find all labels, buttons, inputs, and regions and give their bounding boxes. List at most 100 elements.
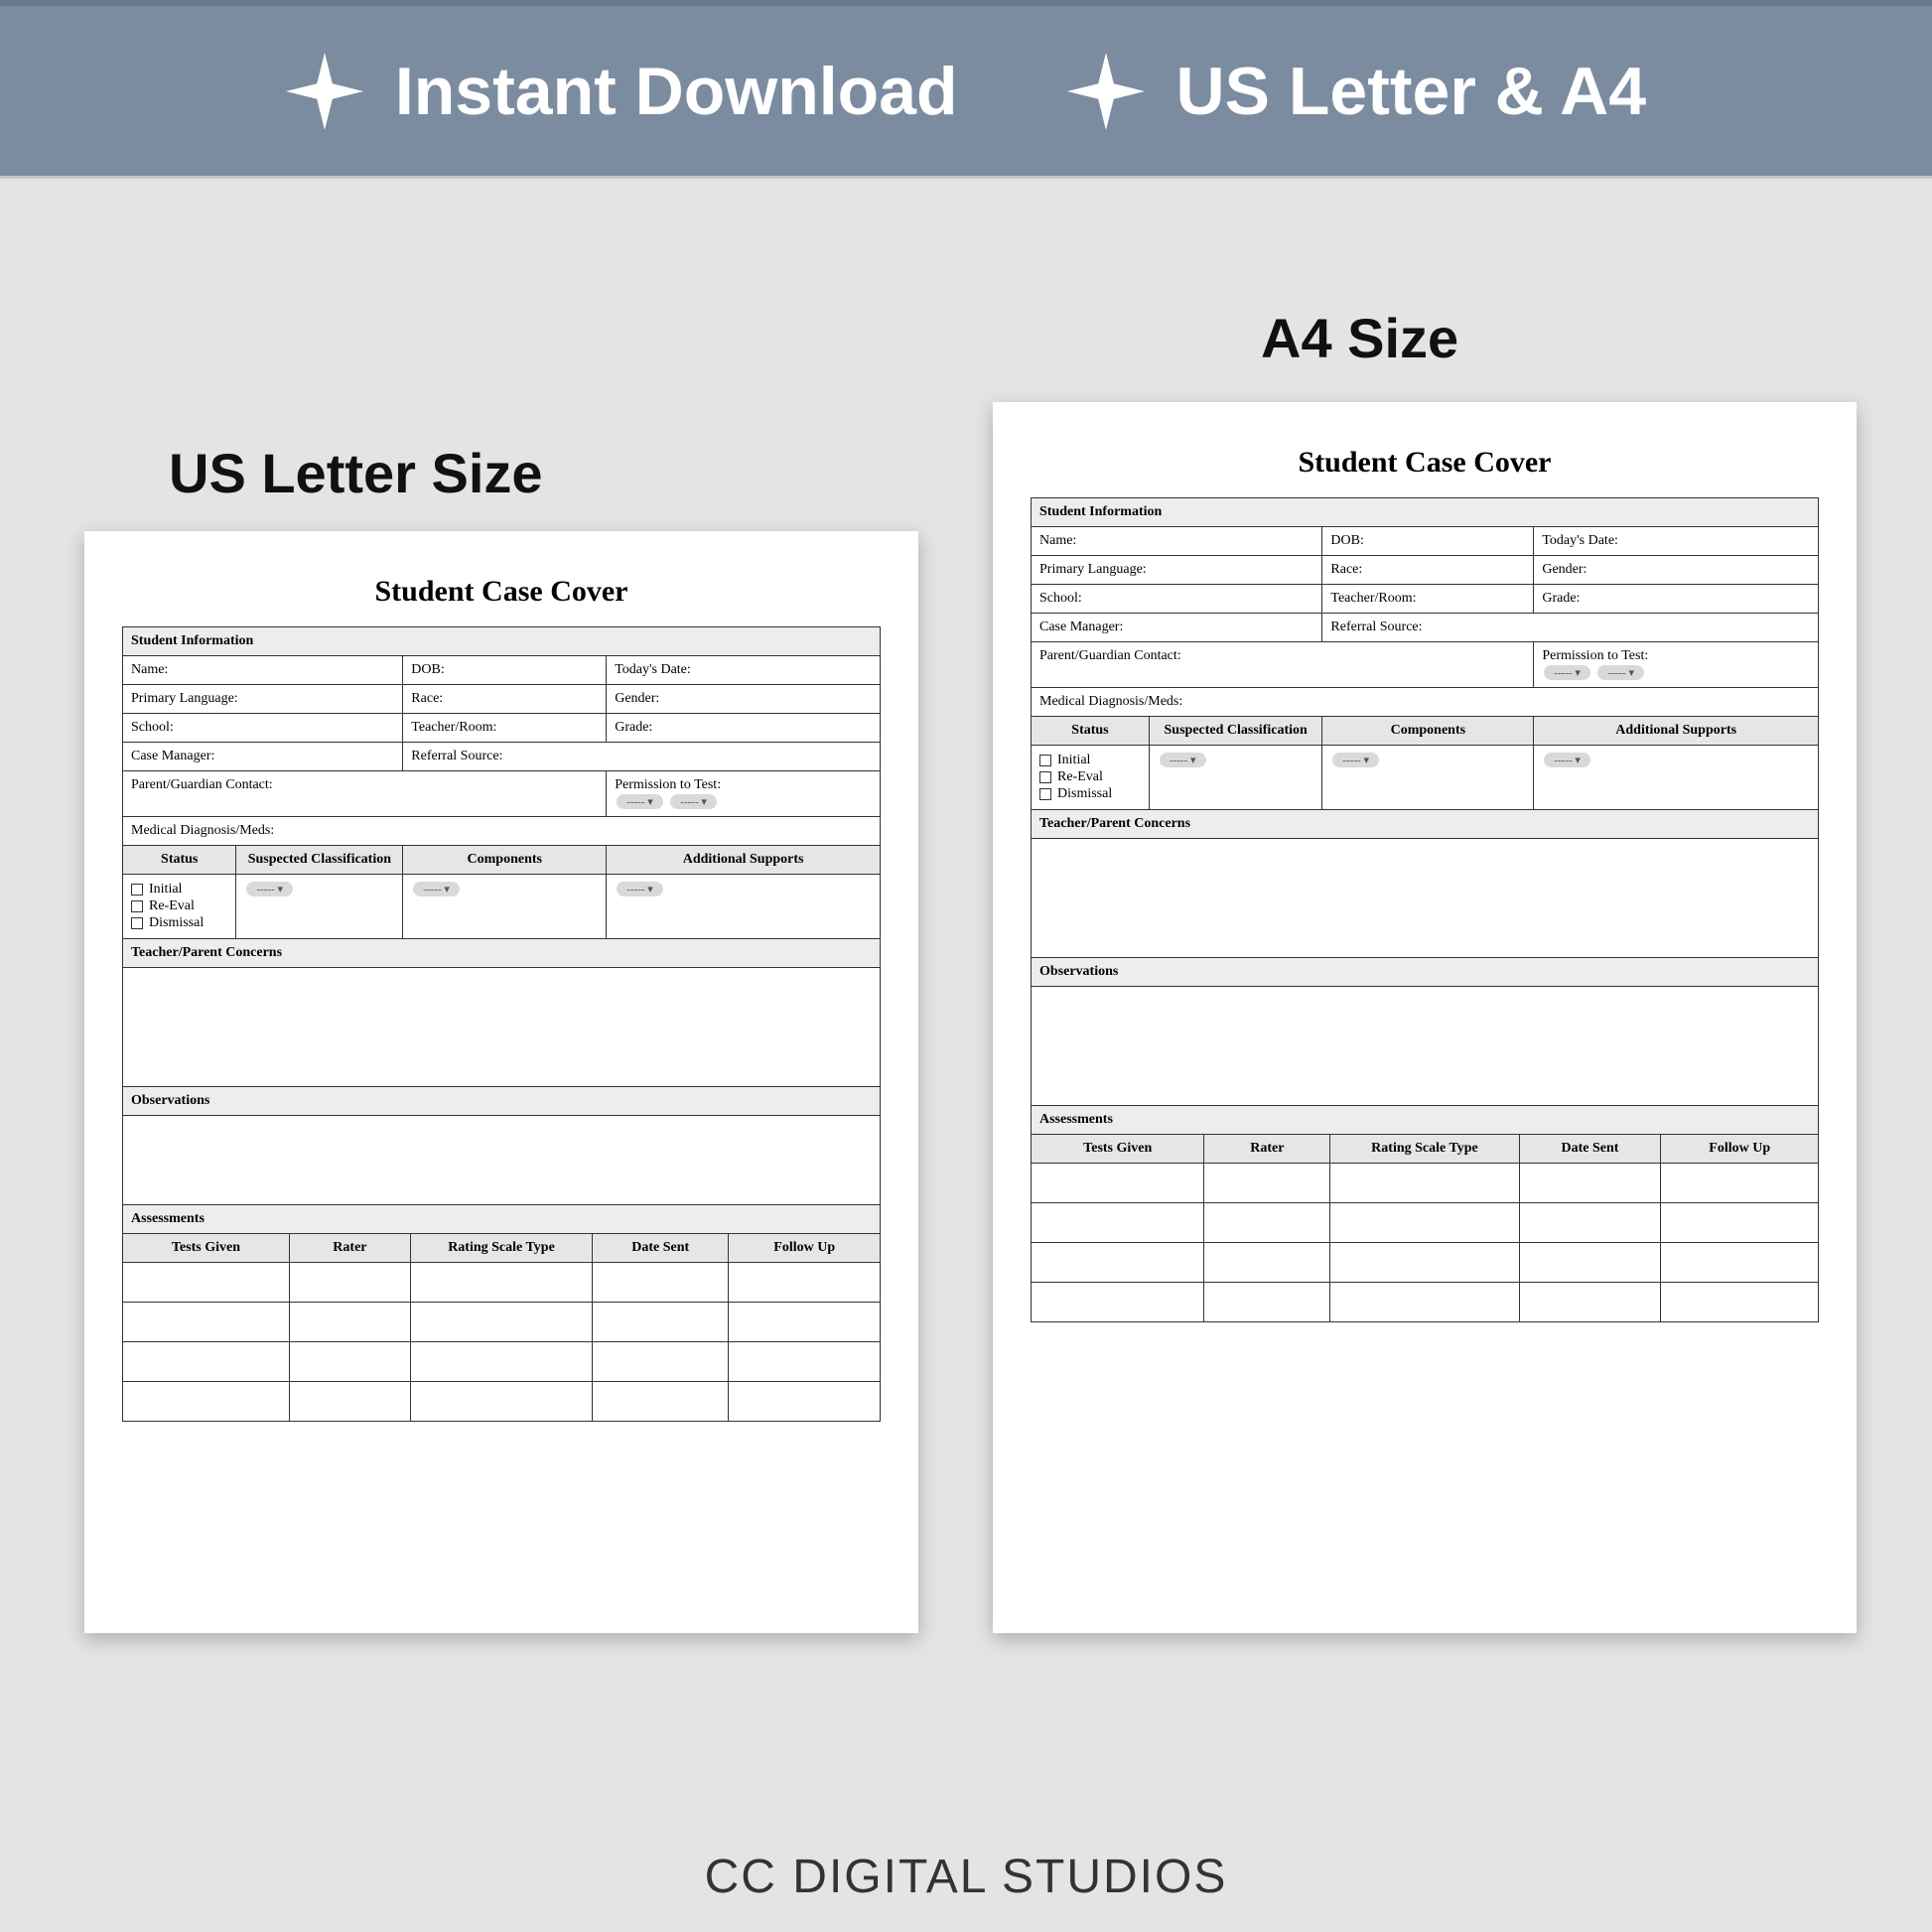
field-referral-source: Referral Source:	[1322, 614, 1819, 642]
section-assessments: Assessments	[123, 1205, 881, 1234]
banner-label-1: Instant Download	[395, 53, 958, 130]
components-pill[interactable]: ----- ▾	[413, 882, 460, 897]
assess-col-3: Date Sent	[1519, 1135, 1661, 1164]
permission-label: Permission to Test:	[615, 777, 721, 792]
assess-row	[1032, 1164, 1819, 1203]
checkbox-reeval[interactable]	[1039, 771, 1051, 783]
field-primary-language: Primary Language:	[1032, 556, 1322, 585]
field-case-manager: Case Manager:	[123, 743, 403, 771]
field-case-manager: Case Manager:	[1032, 614, 1322, 642]
components-cell: ----- ▾	[1322, 746, 1534, 810]
assessments-table-us: Tests Given Rater Rating Scale Type Date…	[122, 1233, 881, 1422]
assess-row	[123, 1382, 881, 1422]
additional-cell: ----- ▾	[607, 875, 881, 939]
field-gender: Gender:	[1534, 556, 1819, 585]
assess-row	[123, 1342, 881, 1382]
assess-col-2: Rating Scale Type	[410, 1234, 592, 1263]
assess-col-1: Rater	[1204, 1135, 1330, 1164]
suspected-pill[interactable]: ----- ▾	[246, 882, 293, 897]
status-options: Initial Re-Eval Dismissal	[1032, 746, 1150, 810]
suspected-cell: ----- ▾	[236, 875, 403, 939]
observations-area[interactable]	[1032, 987, 1819, 1106]
suspected-cell: ----- ▾	[1149, 746, 1321, 810]
banner-item-download: Instant Download	[286, 53, 958, 130]
field-race: Race:	[403, 685, 607, 714]
field-medical: Medical Diagnosis/Meds:	[1032, 688, 1819, 717]
permission-pill-1[interactable]: ----- ▾	[617, 794, 663, 809]
label-a4: A4 Size	[1261, 306, 1458, 370]
suspected-pill[interactable]: ----- ▾	[1160, 753, 1206, 767]
col-suspected: Suspected Classification	[1149, 717, 1321, 746]
assess-row	[1032, 1283, 1819, 1322]
checkbox-dismissal[interactable]	[131, 917, 143, 929]
assess-col-2: Rating Scale Type	[1330, 1135, 1519, 1164]
status-opt-initial: Initial	[1057, 753, 1090, 767]
observations-area[interactable]	[123, 1116, 881, 1205]
label-us-letter: US Letter Size	[169, 441, 543, 505]
concerns-area[interactable]	[1032, 839, 1819, 958]
permission-pill-2[interactable]: ----- ▾	[1597, 665, 1644, 680]
assess-col-0: Tests Given	[1032, 1135, 1204, 1164]
status-options: Initial Re-Eval Dismissal	[123, 875, 236, 939]
additional-pill[interactable]: ----- ▾	[1544, 753, 1590, 767]
field-teacher-room: Teacher/Room:	[1322, 585, 1534, 614]
doc-us-letter: Student Case Cover Student Information N…	[84, 531, 918, 1633]
section-observations: Observations	[1032, 958, 1819, 987]
components-pill[interactable]: ----- ▾	[1332, 753, 1379, 767]
status-opt-initial: Initial	[149, 882, 182, 897]
sparkle-icon	[1067, 53, 1145, 130]
section-concerns: Teacher/Parent Concerns	[1032, 810, 1819, 839]
col-additional: Additional Supports	[1534, 717, 1819, 746]
assess-row	[1032, 1243, 1819, 1283]
assess-col-4: Follow Up	[729, 1234, 881, 1263]
assess-col-3: Date Sent	[593, 1234, 729, 1263]
checkbox-initial[interactable]	[1039, 755, 1051, 766]
doc-title: Student Case Cover	[122, 575, 881, 609]
col-components: Components	[403, 846, 607, 875]
assess-col-4: Follow Up	[1661, 1135, 1819, 1164]
preview-stage: US Letter Size A4 Size Student Case Cove…	[0, 179, 1932, 1932]
assess-row	[123, 1263, 881, 1303]
assess-col-1: Rater	[289, 1234, 410, 1263]
field-permission: Permission to Test: ----- ▾ ----- ▾	[607, 771, 881, 817]
field-dob: DOB:	[403, 656, 607, 685]
col-components: Components	[1322, 717, 1534, 746]
sparkle-icon	[286, 53, 363, 130]
doc-a4: Student Case Cover Student Information N…	[993, 402, 1857, 1633]
col-status: Status	[1032, 717, 1150, 746]
field-primary-language: Primary Language:	[123, 685, 403, 714]
field-parent-contact: Parent/Guardian Contact:	[1032, 642, 1534, 688]
field-parent-contact: Parent/Guardian Contact:	[123, 771, 607, 817]
col-suspected: Suspected Classification	[236, 846, 403, 875]
field-today: Today's Date:	[1534, 527, 1819, 556]
section-observations: Observations	[123, 1087, 881, 1116]
status-opt-reeval: Re-Eval	[1057, 769, 1103, 784]
status-opt-dismissal: Dismissal	[149, 915, 204, 930]
additional-pill[interactable]: ----- ▾	[617, 882, 663, 897]
checkbox-dismissal[interactable]	[1039, 788, 1051, 800]
components-cell: ----- ▾	[403, 875, 607, 939]
field-school: School:	[1032, 585, 1322, 614]
permission-pill-2[interactable]: ----- ▾	[670, 794, 717, 809]
banner-item-sizes: US Letter & A4	[1067, 53, 1647, 130]
field-teacher-room: Teacher/Room:	[403, 714, 607, 743]
field-permission: Permission to Test: ----- ▾ ----- ▾	[1534, 642, 1819, 688]
field-school: School:	[123, 714, 403, 743]
checkbox-reeval[interactable]	[131, 900, 143, 912]
doc-title: Student Case Cover	[1031, 446, 1819, 480]
status-opt-reeval: Re-Eval	[149, 898, 195, 913]
field-race: Race:	[1322, 556, 1534, 585]
section-student-info: Student Information	[1032, 498, 1819, 527]
assess-row	[123, 1303, 881, 1342]
section-assessments: Assessments	[1032, 1106, 1819, 1135]
field-name: Name:	[1032, 527, 1322, 556]
field-medical: Medical Diagnosis/Meds:	[123, 817, 881, 846]
checkbox-initial[interactable]	[131, 884, 143, 896]
col-status: Status	[123, 846, 236, 875]
section-concerns: Teacher/Parent Concerns	[123, 939, 881, 968]
concerns-area[interactable]	[123, 968, 881, 1087]
field-name: Name:	[123, 656, 403, 685]
permission-pill-1[interactable]: ----- ▾	[1544, 665, 1590, 680]
brand-footer: CC DIGITAL STUDIOS	[0, 1850, 1932, 1904]
banner-label-2: US Letter & A4	[1176, 53, 1647, 130]
